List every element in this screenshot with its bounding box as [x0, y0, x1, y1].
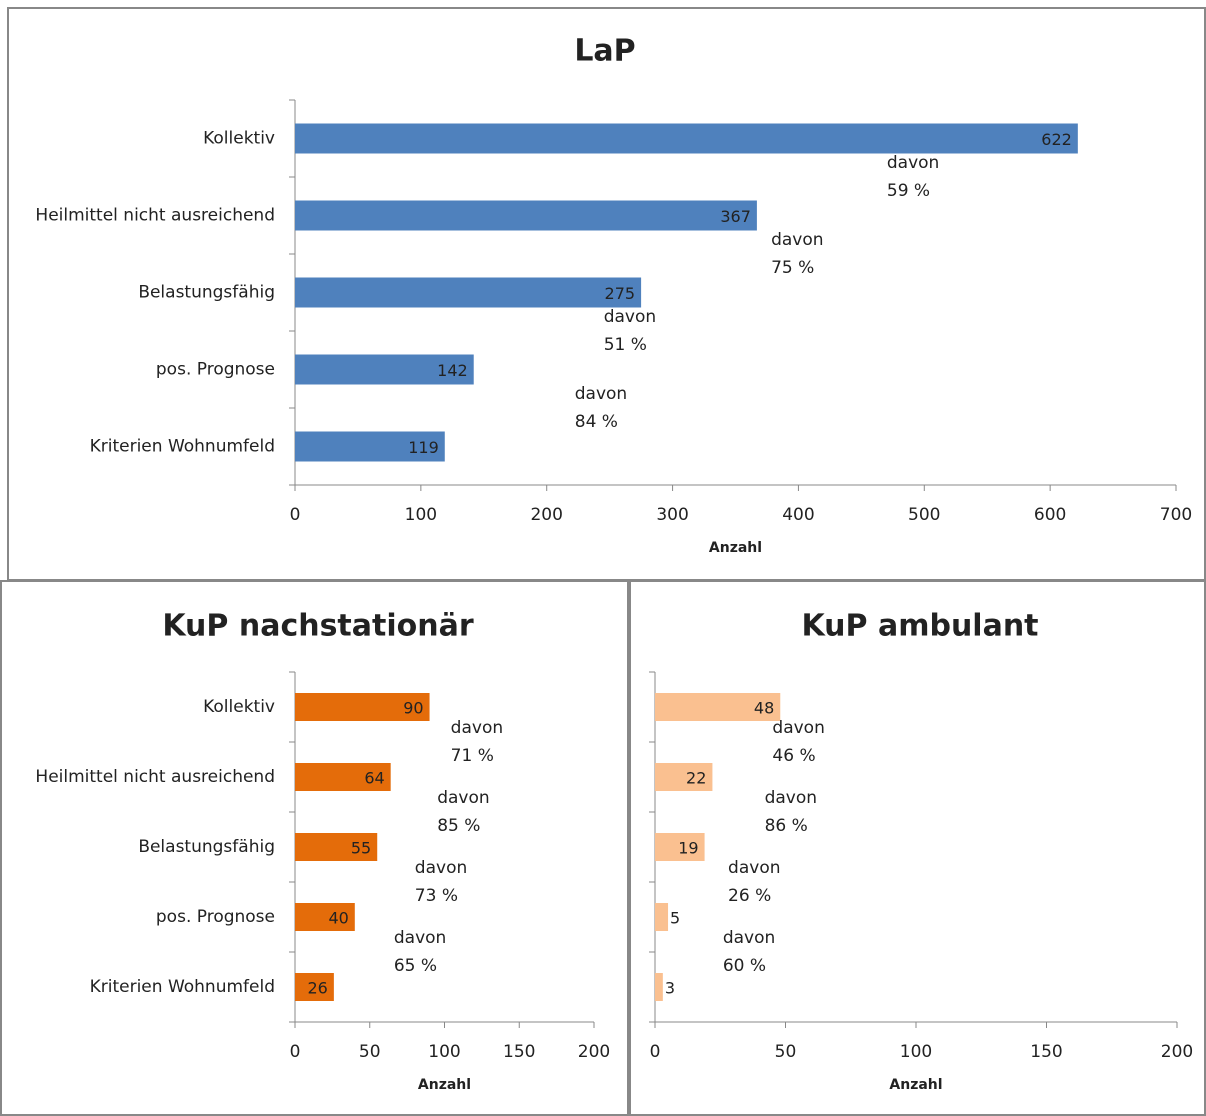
category-label: pos. Prognose: [156, 360, 275, 380]
annotation: 85 %: [437, 816, 480, 836]
annotation: 73 %: [415, 886, 458, 906]
annotation: 51 %: [604, 335, 647, 355]
bar: [295, 431, 445, 462]
value-label: 90: [403, 699, 423, 718]
value-label: 622: [1041, 130, 1072, 149]
annotation: davon: [451, 718, 503, 738]
annotation: 59 %: [887, 181, 930, 201]
x-tick-label: 100: [405, 505, 437, 525]
annotation: davon: [604, 307, 656, 327]
bar: [295, 763, 391, 791]
bar: [295, 833, 378, 861]
category-label: Belastungsfähig: [138, 837, 275, 857]
annotation: 86 %: [765, 816, 808, 836]
annotation: davon: [415, 858, 467, 878]
panel-frame: [629, 580, 1206, 1116]
chart-title: KuP ambulant: [801, 609, 1038, 644]
annotation: davon: [394, 928, 446, 948]
category-label: Heilmittel nicht ausreichend: [35, 206, 275, 226]
panel-frame: [0, 580, 629, 1116]
bar: [655, 833, 705, 861]
category-label: pos. Prognose: [156, 907, 275, 927]
category-label: Kollektiv: [203, 129, 275, 149]
value-label: 64: [364, 769, 384, 788]
x-tick-label: 100: [428, 1042, 460, 1062]
annotation: davon: [772, 718, 824, 738]
bar: [655, 693, 781, 721]
x-tick-label: 150: [503, 1042, 535, 1062]
annotation: 75 %: [771, 258, 814, 278]
x-tick-label: 150: [1030, 1042, 1062, 1062]
value-label: 19: [678, 839, 698, 858]
chart-title: LaP: [574, 34, 635, 69]
value-label: 142: [437, 361, 468, 380]
category-label: Kriterien Wohnumfeld: [90, 437, 275, 457]
x-tick-label: 200: [578, 1042, 610, 1062]
category-label: Kollektiv: [203, 697, 275, 717]
bar: [295, 200, 757, 231]
value-label: 5: [670, 909, 680, 928]
bar: [295, 973, 334, 1001]
value-label: 26: [308, 979, 328, 998]
value-label: 119: [408, 438, 439, 457]
bar: [295, 354, 474, 385]
x-tick-label: 400: [782, 505, 814, 525]
x-tick-label: 0: [650, 1042, 661, 1062]
value-label: 40: [328, 909, 348, 928]
bar: [655, 973, 663, 1001]
x-axis-label: Anzahl: [418, 1077, 471, 1093]
annotation: davon: [728, 858, 780, 878]
annotation: davon: [575, 384, 627, 404]
x-tick-label: 50: [775, 1042, 797, 1062]
x-tick-label: 700: [1160, 505, 1192, 525]
annotation: davon: [765, 788, 817, 808]
annotation: 46 %: [772, 746, 815, 766]
value-label: 22: [686, 769, 706, 788]
x-axis-label: Anzahl: [889, 1077, 942, 1093]
annotation: davon: [771, 230, 823, 250]
category-label: Belastungsfähig: [138, 283, 275, 303]
x-tick-label: 0: [290, 1042, 301, 1062]
value-label: 275: [605, 284, 636, 303]
category-label: Heilmittel nicht ausreichend: [35, 767, 275, 787]
x-axis-label: Anzahl: [709, 540, 762, 556]
x-tick-label: 600: [1034, 505, 1066, 525]
annotation: 84 %: [575, 412, 618, 432]
bar: [295, 123, 1078, 154]
x-tick-label: 100: [900, 1042, 932, 1062]
bar: [655, 763, 713, 791]
bar: [295, 903, 355, 931]
value-label: 3: [665, 979, 675, 998]
x-tick-label: 200: [1161, 1042, 1193, 1062]
x-tick-label: 200: [530, 505, 562, 525]
x-tick-label: 50: [359, 1042, 381, 1062]
x-tick-label: 300: [656, 505, 688, 525]
annotation: 71 %: [451, 746, 494, 766]
annotation: 26 %: [728, 886, 771, 906]
value-label: 55: [351, 839, 371, 858]
category-label: Kriterien Wohnumfeld: [90, 977, 275, 997]
annotation: 65 %: [394, 956, 437, 976]
bar: [295, 693, 430, 721]
annotation: davon: [723, 928, 775, 948]
chart-title: KuP nachstationär: [162, 609, 474, 644]
annotation: davon: [887, 153, 939, 173]
annotation: 60 %: [723, 956, 766, 976]
bar: [295, 277, 642, 308]
bar: [655, 903, 669, 931]
value-label: 48: [754, 699, 774, 718]
x-tick-label: 0: [290, 505, 301, 525]
value-label: 367: [720, 207, 751, 226]
x-tick-label: 500: [908, 505, 940, 525]
annotation: davon: [437, 788, 489, 808]
